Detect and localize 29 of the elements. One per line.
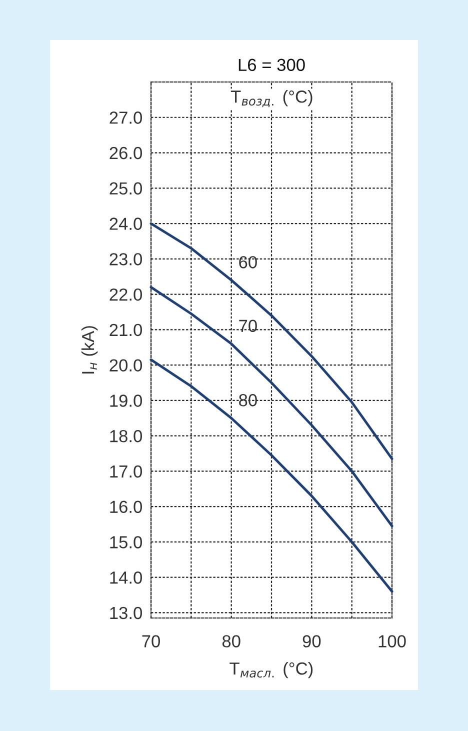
x-axis-title: T$_{масл.}$ (°C) xyxy=(230,662,313,678)
y-tick-label: 19.0 xyxy=(110,394,142,407)
y-tick-label: 26.0 xyxy=(110,146,142,160)
y-tick-label: 27.0 xyxy=(110,112,142,124)
y-tick-label: 15.0 xyxy=(110,536,142,548)
x-tick-label: 100 xyxy=(378,635,406,648)
x-tick-label: 90 xyxy=(302,635,321,648)
line-series xyxy=(150,358,394,593)
line-series xyxy=(150,286,394,528)
chart-title: L6 = 300 xyxy=(238,58,305,72)
y-tick-label: 25.0 xyxy=(110,182,142,195)
x-tick-label: 70 xyxy=(142,635,160,648)
y-tick-label: 21.0 xyxy=(110,324,142,336)
annotation: T$_{возд.}$ (°C) xyxy=(230,90,312,108)
y-tick-label: 16.0 xyxy=(110,500,142,514)
y-tick-label: 17.0 xyxy=(110,465,142,478)
y-axis-title: I$_{н}$ (kA) xyxy=(81,326,98,374)
y-tick-label: 23.0 xyxy=(110,253,142,266)
y-tick-label: 20.0 xyxy=(110,359,142,372)
series-label: 60 xyxy=(239,256,257,268)
y-tick-label: 18.0 xyxy=(110,430,142,442)
y-tick-label: 24.0 xyxy=(110,218,142,230)
y-tick-label: 22.0 xyxy=(110,288,142,301)
y-tick-label: 13.0 xyxy=(110,606,142,620)
series-label: 70 xyxy=(239,320,257,332)
x-tick-label: 80 xyxy=(222,635,240,648)
line-series xyxy=(150,222,394,460)
series-label: 80 xyxy=(239,394,257,406)
y-tick-label: 14.0 xyxy=(110,571,142,584)
